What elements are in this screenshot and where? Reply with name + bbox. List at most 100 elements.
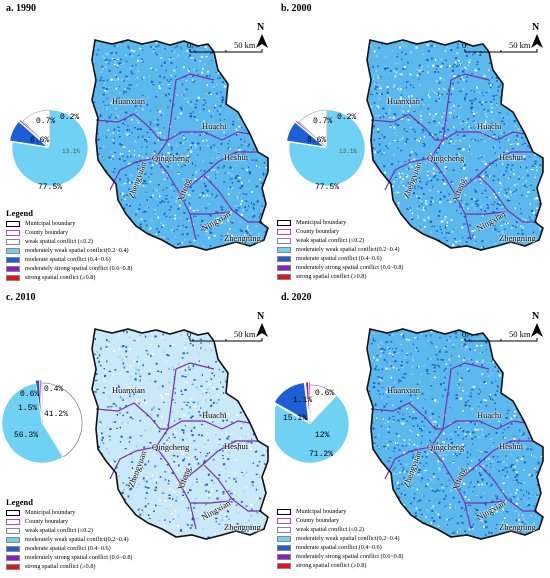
legend-label: moderately weak spatial conflict(0.2~0.4… (25, 247, 129, 254)
legend-item: strong spatial conflict (≥0.8) (277, 272, 403, 281)
legend-item: moderately weak spatial conflict(0.2~0.4… (277, 534, 403, 543)
place-label-huanxian: Huanxian (112, 96, 146, 106)
place-label-zhengning: Zhengning (499, 522, 536, 532)
legend-item: strong spatial conflict (≥0.8) (277, 561, 403, 570)
map-legend: Municipal boundary County boundary weak sp… (277, 218, 403, 281)
county-boundary (167, 420, 251, 430)
legend-item: Municipal boundary (6, 508, 132, 517)
county-boundary (442, 131, 526, 141)
place-label-qingcheng: Qingcheng (152, 442, 190, 452)
scale-zero: 0 (187, 40, 192, 50)
legend-label: weak spatial conflict (≤0.2) (25, 527, 93, 534)
study-area (92, 329, 268, 539)
legend-item: moderately strong spatial conflict (0.6~… (6, 264, 132, 273)
legend-item: County boundary (277, 227, 403, 236)
county-boundary (442, 362, 490, 430)
pie-slice-moderate (286, 121, 326, 148)
county-boundary (454, 151, 533, 195)
legend-item: strong spatial conflict (≥0.8) (6, 273, 132, 282)
legend-swatch (6, 256, 20, 263)
legend-item: moderately strong spatial conflict (0.6~… (6, 553, 132, 562)
pie-label-moderately-strong: 1.1% (293, 396, 313, 405)
legend-item: weak spatial conflict (≤0.2) (6, 526, 132, 535)
scale-distance: 50 km (509, 40, 531, 50)
legend-item: County boundary (6, 517, 132, 526)
county-boundary (167, 131, 251, 141)
legend-item: moderately weak spatial conflict(0.2~0.4… (277, 245, 403, 254)
pie-label-moderate: 15.1% (283, 414, 308, 423)
scale-bar (464, 49, 538, 53)
legend-swatch (277, 246, 291, 253)
legend-label: moderate spatial conflict (0.4~0.6) (25, 545, 111, 552)
study-area (92, 40, 268, 250)
pie-label-strong: 0.2% (337, 113, 357, 122)
pie-label-moderately-weak: 71.2% (309, 450, 334, 459)
county-boundary (179, 440, 258, 484)
legend-item: weak spatial conflict (≤0.2) (6, 237, 132, 246)
legend-swatch (277, 535, 291, 542)
legend-swatch (277, 562, 291, 569)
place-label-qingcheng: Qingcheng (152, 153, 190, 163)
panel-title: a. 1990 (6, 3, 36, 14)
legend-swatch (6, 527, 20, 534)
legend-label: Municipal boundary (296, 219, 347, 226)
legend-swatch (6, 554, 20, 561)
county-boundary (454, 440, 533, 484)
county-boundary (95, 402, 168, 430)
legend-swatch (6, 509, 20, 516)
legend-swatch (6, 536, 20, 543)
legend-label: moderate spatial conflict (0.4~0.6) (296, 544, 382, 551)
legend-swatch (277, 553, 291, 560)
county-boundary (442, 420, 526, 430)
north-arrow-icon (256, 323, 268, 337)
scale-zero: 0 (462, 329, 467, 339)
legend-item: County boundary (277, 516, 403, 525)
county-boundary (384, 428, 444, 480)
place-label-zhengning: Zhengning (224, 233, 261, 243)
legend-item: moderate spatial conflict (0.4~0.6) (6, 544, 132, 553)
map-legend: Legend Municipal boundary County boundary w… (6, 497, 132, 571)
pie-slice-strong (40, 379, 43, 421)
place-label-huanxian: Huanxian (112, 385, 146, 395)
pie-slice-moderately-weak (275, 395, 350, 464)
county-boundary (370, 402, 443, 430)
legend-title: Legend (6, 497, 33, 507)
scale-distance: 50 km (509, 329, 531, 339)
legend-item: Municipal boundary (277, 507, 403, 516)
county-boundary (167, 362, 215, 430)
legend-label: moderate spatial conflict (0.4~0.6) (296, 255, 382, 262)
place-label-heshui: Heshui (224, 441, 249, 451)
county-boundary (179, 151, 258, 195)
municipal-boundary (366, 39, 544, 251)
legend-item: Municipal boundary (6, 219, 132, 228)
legend-item: moderately strong spatial conflict (0.6~… (277, 552, 403, 561)
map-panel-2010: c. 2010 Huanxian Huachi Qingcheng Heshui Zhen… (0, 289, 275, 578)
place-label-huachi: Huachi (202, 121, 227, 131)
legend-item: moderately weak spatial conflict(0.2~0.4… (6, 246, 132, 255)
county-boundary (109, 139, 169, 191)
legend-item: moderately strong spatial conflict (0.6~… (277, 263, 403, 272)
legend-item: moderate spatial conflict (0.4~0.6) (277, 543, 403, 552)
pie-label-weak: 41.2% (44, 410, 69, 419)
legend-swatch (277, 264, 291, 271)
place-label-huachi: Huachi (477, 121, 502, 131)
legend-swatch (277, 273, 291, 280)
study-area (367, 40, 543, 250)
county-boundary (465, 500, 506, 504)
legend-label: moderate spatial conflict (0.4~0.6) (25, 256, 111, 263)
pie-label-moderately-strong: 0.6% (20, 390, 40, 399)
place-label-qingcheng: Qingcheng (427, 442, 465, 452)
map-legend: Municipal boundary County boundary weak sp… (277, 507, 403, 570)
legend-item: strong spatial conflict (≥0.8) (6, 562, 132, 571)
place-label-heshui: Heshui (499, 152, 524, 162)
north-label: N (532, 22, 540, 33)
county-boundary (384, 139, 444, 191)
county-boundary (478, 464, 537, 512)
legend-swatch (277, 544, 291, 551)
map-canvas (1, 323, 269, 540)
legend-swatch (6, 220, 20, 227)
legend-swatch (277, 517, 291, 524)
pie-label-moderately-weak: 56.3% (14, 431, 39, 440)
place-label-zhengning: Zhengning (499, 233, 536, 243)
panel-title: c. 2010 (6, 292, 36, 303)
